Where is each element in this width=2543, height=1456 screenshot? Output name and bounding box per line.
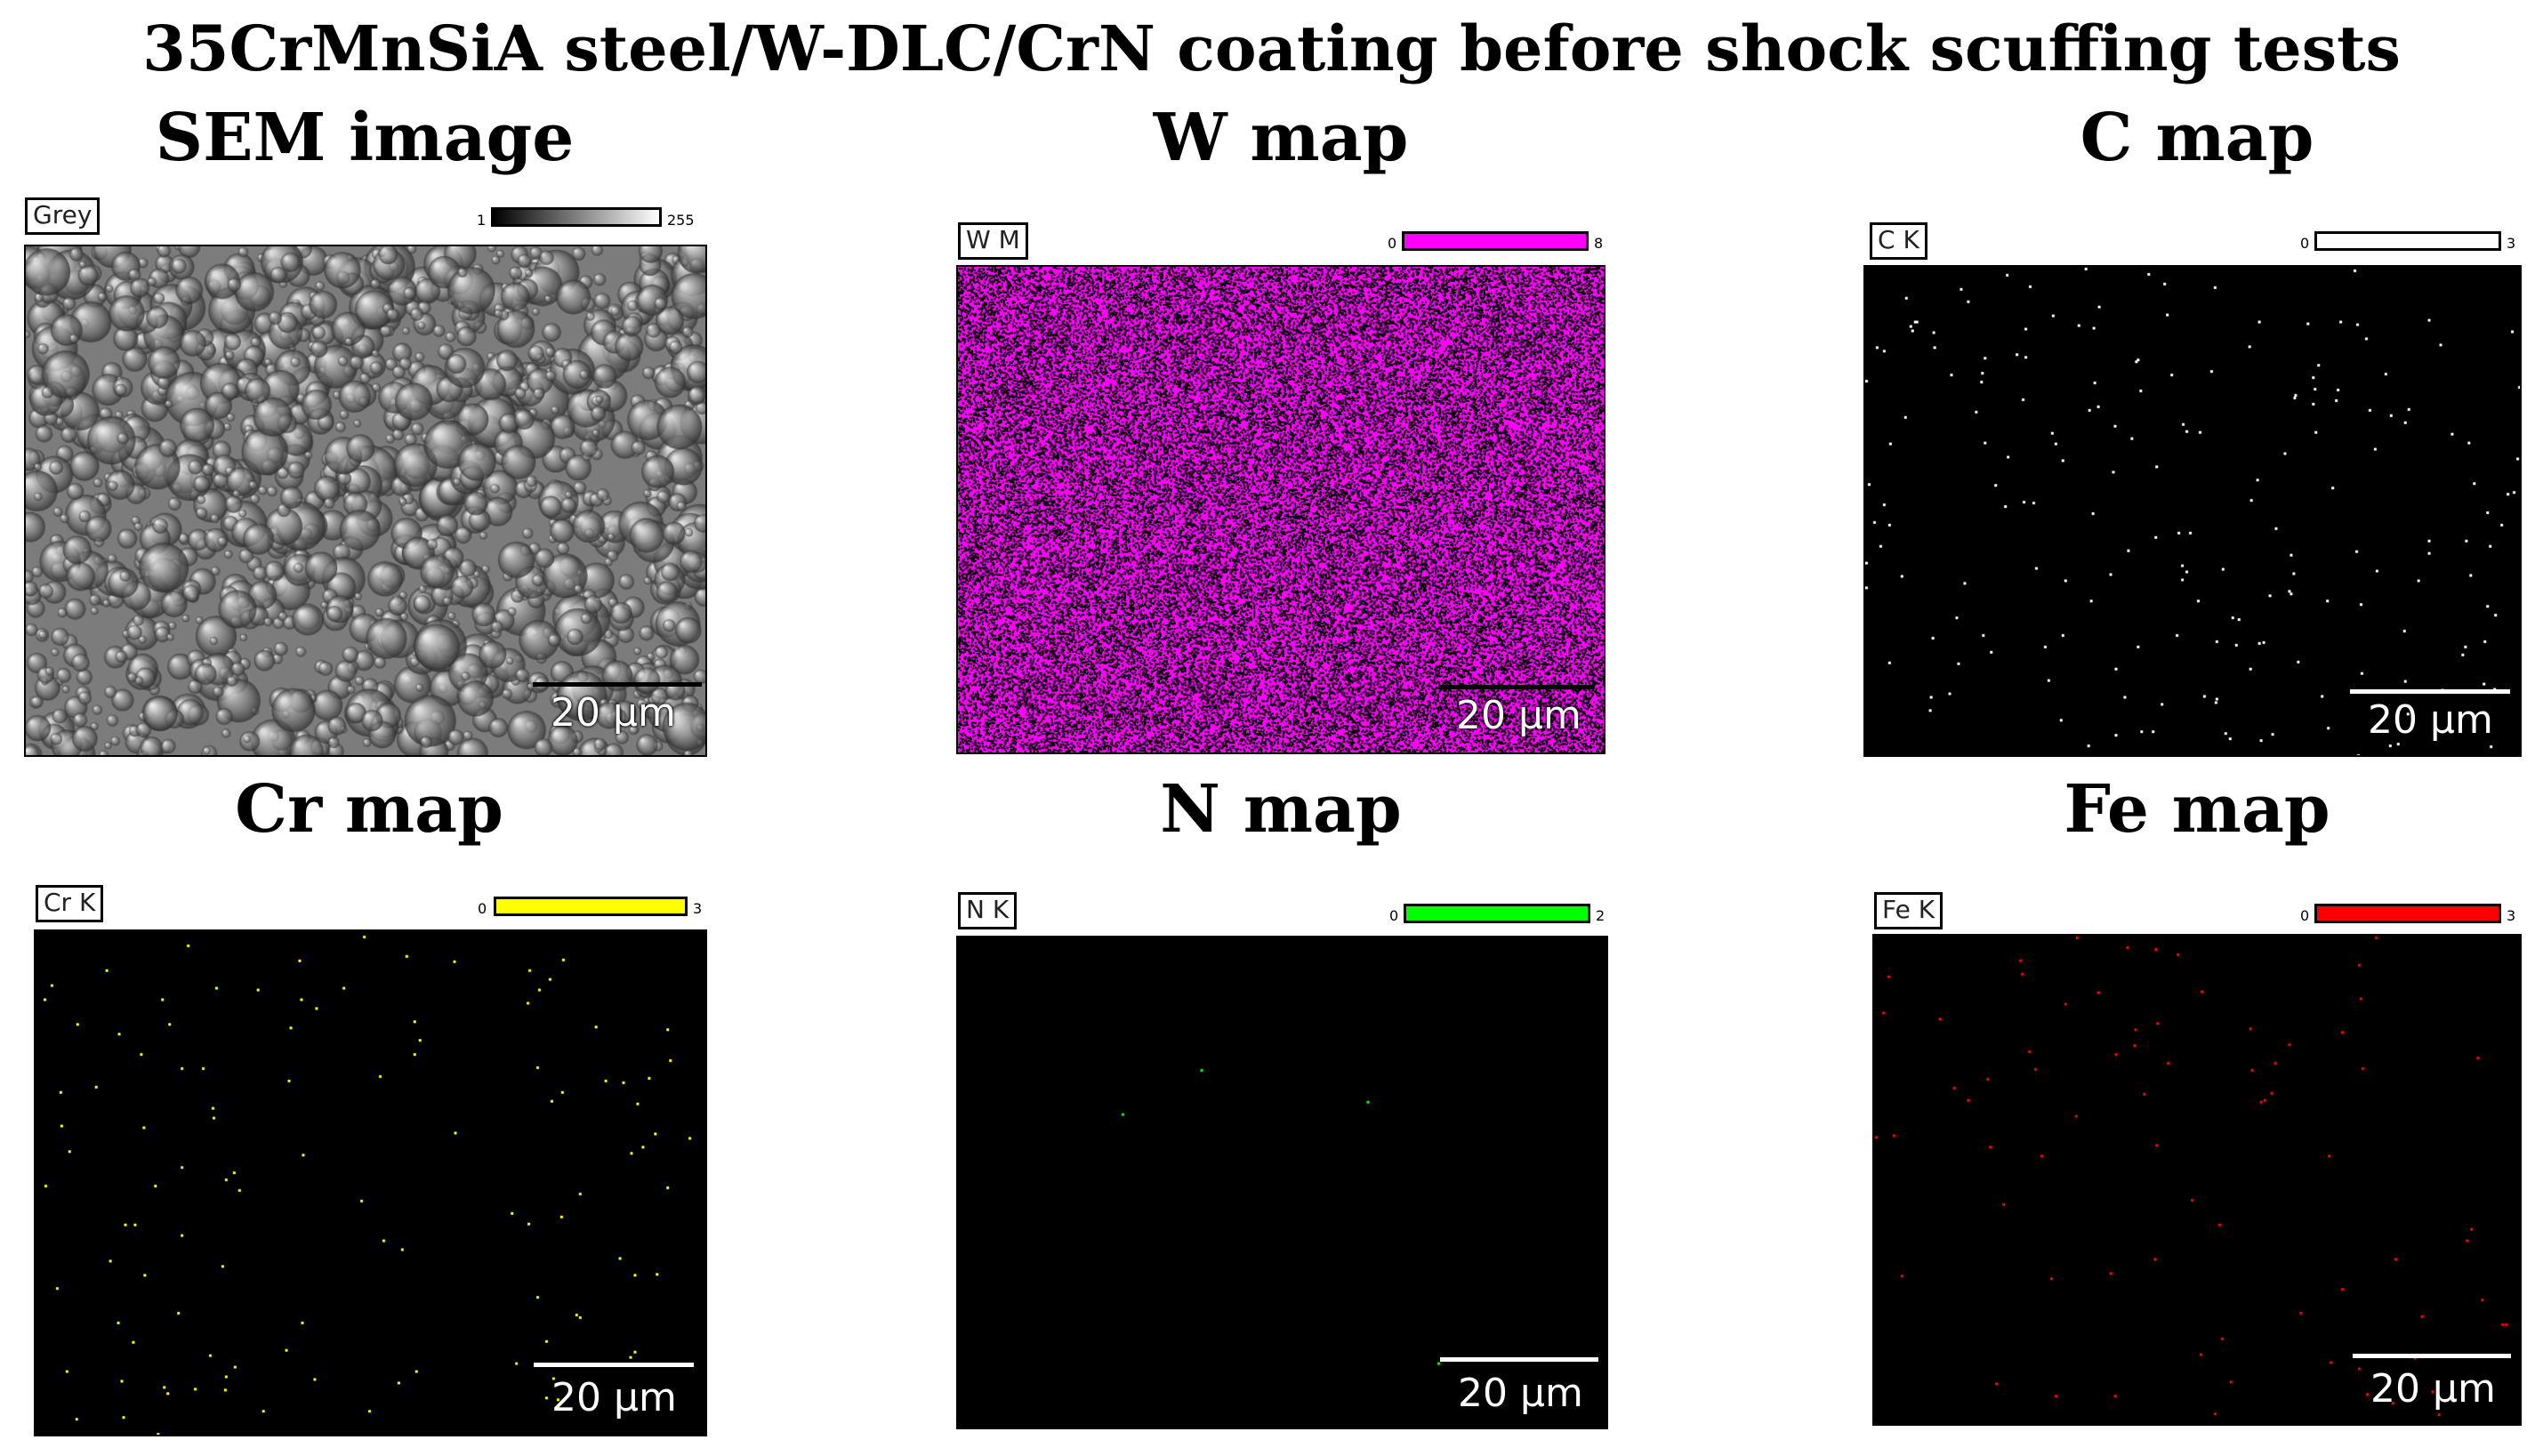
figure-title: 35CrMnSiA steel/W-DLC/CrN coating before… [142,12,2401,85]
color-bar-fe [2314,904,2501,923]
scale-min-cr: 0 [478,900,487,917]
panel-title-w: W map [1153,100,1409,176]
panel-title-cr: Cr map [235,771,503,848]
scale-bar-line-w [1438,685,1594,689]
n-map-image: 20 µm [956,936,1608,1429]
sem-texture [26,246,705,755]
map-label-w: W M [958,222,1028,260]
scale-max-cr: 3 [693,900,703,917]
scale-bar-line-sem [533,682,702,687]
scale-min-n: 0 [1389,907,1399,924]
fe-map-pixels [1874,936,2520,1424]
map-label-fe: Fe K [1874,892,1943,929]
scale-bar-label-c: 20 µm [2368,697,2493,743]
scale-bar-label-fe: 20 µm [2370,1366,2496,1412]
scale-min-fe: 0 [2300,907,2310,924]
scale-bar-line-n [1440,1357,1598,1362]
color-bar-w [1402,231,1589,251]
panel-title-sem: SEM image [155,100,575,176]
fe-map-image: 20 µm [1872,934,2522,1426]
panel-title-n: N map [1160,771,1402,848]
cr-map-image: 20 µm [34,929,707,1436]
scale-bar-label-cr: 20 µm [551,1375,677,1420]
scale-bar-label-sem: 20 µm [551,690,676,736]
scale-min-c: 0 [2300,235,2310,252]
scale-bar-line-cr [534,1363,694,1367]
scale-bar-line-fe [2353,1354,2511,1358]
map-label-c: C K [1870,222,1927,260]
cr-map-pixels [36,931,705,1435]
scale-min-sem: 1 [477,212,487,229]
panel-title-fe: Fe map [2064,771,2330,848]
scale-bar-label-n: 20 µm [1458,1371,1583,1416]
scale-bar-line-c [2350,689,2510,694]
n-map-pixels [958,937,1606,1428]
scale-min-w: 0 [1388,235,1397,252]
color-bar-sem [491,207,662,227]
scale-max-w: 8 [1594,235,1604,252]
map-label-cr: Cr K [36,885,104,922]
c-map-pixels [1865,267,2520,755]
scale-max-n: 2 [1596,907,1605,924]
scale-max-sem: 255 [667,212,695,229]
w-map-image: 20 µm [956,265,1605,754]
map-label-n: N K [958,892,1018,929]
c-map-image: 20 µm [1863,265,2522,757]
map-label-sem: Grey [25,197,101,235]
scale-bar-label-w: 20 µm [1456,693,1581,738]
w-map-pixels [958,267,1604,752]
scale-max-fe: 3 [2507,907,2516,924]
sem-image: 20 µm [24,245,707,757]
scale-max-c: 3 [2507,235,2516,252]
color-bar-c [2314,231,2501,251]
color-bar-n [1404,904,1590,923]
color-bar-cr [494,897,688,916]
panel-title-c: C map [2080,100,2314,176]
